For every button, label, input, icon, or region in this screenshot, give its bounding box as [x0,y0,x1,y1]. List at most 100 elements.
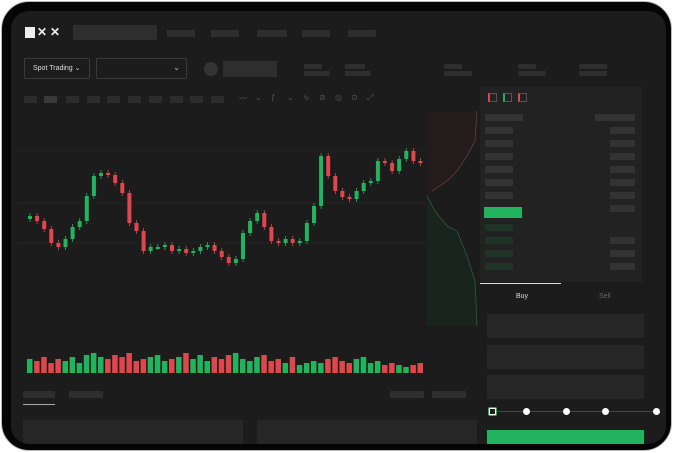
candle[interactable] [106,173,111,175]
candle[interactable] [383,161,387,163]
candle[interactable] [35,216,40,221]
timeframe-button[interactable] [24,96,37,103]
nav-item[interactable] [167,30,195,37]
candle[interactable] [191,251,196,253]
timeframe-button[interactable] [190,96,203,103]
candle[interactable] [304,223,309,241]
bottom-action[interactable] [390,391,424,398]
orderbook-asks-icon[interactable] [518,93,527,102]
candle[interactable] [283,239,288,243]
amount-input[interactable] [487,345,644,369]
candle[interactable] [269,227,274,241]
chart-tool-icon[interactable]: ◎ [335,93,342,102]
timeframe-button[interactable] [149,96,162,103]
candle[interactable] [134,223,139,231]
slider-step-25[interactable] [523,408,530,415]
slider-step-75[interactable] [602,408,609,415]
slider-step-50[interactable] [563,408,570,415]
candle[interactable] [276,241,281,243]
candlestick-chart[interactable] [17,111,427,383]
chart-tool-icon[interactable]: 〰 [239,94,247,103]
nav-item[interactable] [302,30,330,37]
total-input[interactable] [487,375,644,399]
price-input[interactable] [487,314,644,338]
timeframe-button[interactable] [107,96,120,103]
candle[interactable] [84,196,89,221]
buy-button[interactable] [487,430,644,444]
candle[interactable] [170,245,174,251]
bottom-tab[interactable] [69,391,103,398]
candle[interactable] [368,181,373,183]
timeframe-button[interactable] [128,96,141,103]
candle[interactable] [375,161,380,181]
candle[interactable] [354,191,359,199]
candle[interactable] [56,243,61,247]
candle[interactable] [340,191,345,197]
candle[interactable] [411,151,416,161]
candle[interactable] [63,239,68,247]
candle[interactable] [404,151,409,159]
chart-tool-icon[interactable]: ∿ [303,93,310,102]
chart-tool-icon[interactable]: ⌄ [255,93,262,102]
candle[interactable] [141,231,146,251]
candle[interactable] [77,221,82,227]
chart-tool-icon[interactable]: ⌄ [287,93,294,102]
candle[interactable] [127,193,132,223]
pair-select[interactable]: ⌄ [96,58,187,79]
candle[interactable] [42,221,47,229]
bottom-action[interactable] [432,391,466,398]
candle[interactable] [177,249,182,251]
candle[interactable] [312,206,316,223]
chart-tool-icon[interactable]: ƒ [271,93,276,102]
candle[interactable] [326,156,331,176]
timeframe-button[interactable] [170,96,183,103]
tab-sell[interactable]: Sell [599,293,611,300]
nav-item[interactable] [257,30,287,37]
candle[interactable] [347,197,352,199]
candle[interactable] [184,249,189,253]
candle[interactable] [418,161,423,163]
candle[interactable] [241,233,245,259]
candle[interactable] [333,176,338,191]
bottom-tab-active[interactable] [23,391,55,398]
timeframe-button[interactable] [87,96,100,103]
timeframe-button[interactable] [44,96,57,103]
candle[interactable] [148,247,153,251]
candle[interactable] [162,245,167,247]
candle[interactable] [262,213,267,227]
candle[interactable] [212,245,217,251]
candle[interactable] [70,227,75,239]
chart-tool-icon[interactable]: ⊙ [351,93,358,102]
candle[interactable] [397,159,402,171]
orderbook-both-icon[interactable] [488,93,497,102]
timeframe-button[interactable] [66,96,79,103]
nav-item[interactable] [211,30,239,37]
candle[interactable] [226,257,231,263]
spot-trading-dropdown[interactable]: Spot Trading ⌄ [24,58,90,79]
candle[interactable] [99,173,103,176]
tab-buy[interactable]: Buy [516,293,529,300]
candle[interactable] [233,259,238,263]
candle[interactable] [155,247,160,249]
chart-tool-icon[interactable]: ⊘ [319,93,326,102]
candle[interactable] [390,163,395,171]
candle[interactable] [120,183,125,193]
timeframe-button[interactable] [211,96,224,103]
candle[interactable] [205,245,210,247]
candle[interactable] [255,213,260,221]
search-bar[interactable] [73,25,157,40]
candle[interactable] [361,183,366,191]
candle[interactable] [28,216,32,219]
candle[interactable] [319,156,324,206]
candle[interactable] [91,176,96,196]
candle[interactable] [219,251,224,257]
slider-handle[interactable] [489,408,496,415]
orderbook-bids-icon[interactable] [503,93,512,102]
candle[interactable] [248,221,253,233]
candle[interactable] [290,239,295,243]
candle[interactable] [297,241,302,243]
candle[interactable] [198,247,203,251]
candle[interactable] [113,175,118,183]
amount-slider[interactable] [489,408,660,415]
slider-step-100[interactable] [653,408,660,415]
